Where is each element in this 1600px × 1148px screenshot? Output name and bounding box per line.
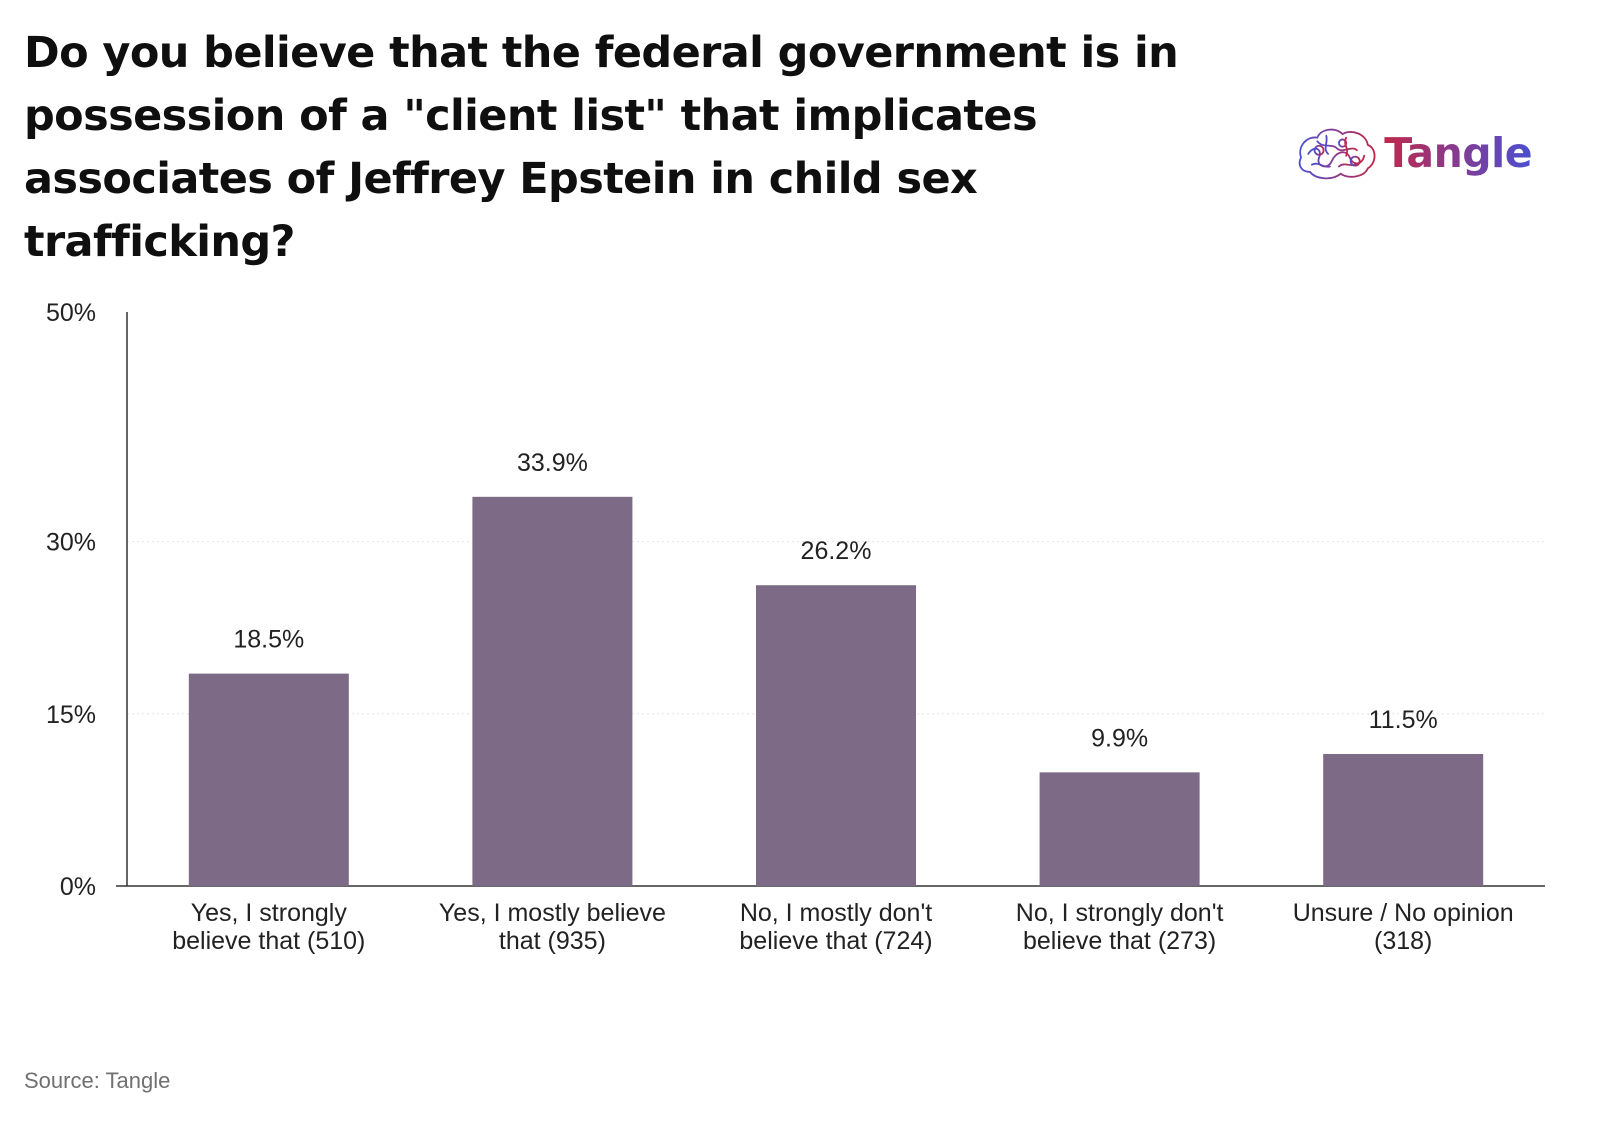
chart-title: Do you believe that the federal governme… <box>24 28 1179 267</box>
bar <box>188 673 349 886</box>
bar <box>756 585 916 886</box>
data-label: 18.5% <box>233 626 304 654</box>
x-tick-label: believe that (273) <box>1023 927 1216 955</box>
data-label: 11.5% <box>1369 706 1438 734</box>
x-tick-label: Unsure / No opinion <box>1293 899 1514 927</box>
brain-icon <box>1298 128 1376 180</box>
tangle-logo: Tangle <box>1292 118 1532 188</box>
x-tick-label: that (935) <box>499 927 606 955</box>
x-tick-label: Yes, I mostly believe <box>439 899 666 927</box>
data-label: 9.9% <box>1091 724 1148 752</box>
y-tick-label: 0% <box>60 873 96 901</box>
x-tick-label: believe that (724) <box>739 927 932 955</box>
x-tick-label: No, I strongly don't <box>1016 899 1224 927</box>
y-tick-label: 15% <box>46 701 96 729</box>
bar <box>1323 753 1484 886</box>
bar <box>1039 772 1200 886</box>
data-label: 33.9% <box>517 449 588 477</box>
y-tick-label: 30% <box>46 529 96 557</box>
x-tick-label: No, I mostly don't <box>740 899 932 927</box>
y-tick-label: 50% <box>46 299 96 327</box>
source-note: Source: Tangle <box>24 1068 171 1093</box>
x-tick-label: (318) <box>1374 927 1432 955</box>
x-tick-label: Yes, I strongly <box>191 899 348 927</box>
x-tick-label: believe that (510) <box>172 927 365 955</box>
data-label: 26.2% <box>801 537 872 565</box>
logo-text: Tangle <box>1384 129 1532 177</box>
bar <box>472 496 633 886</box>
